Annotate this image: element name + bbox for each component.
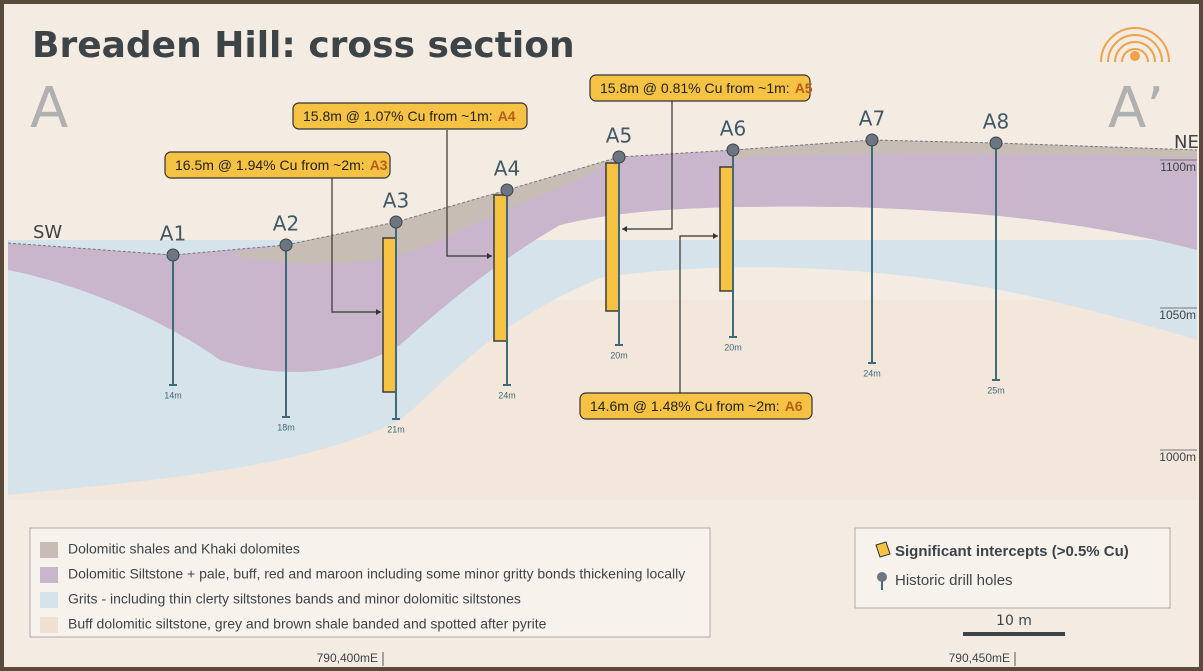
- callout-hole: A6: [785, 398, 803, 414]
- callout-value: 14.6m @ 1.48% Cu from ~2m:: [590, 398, 780, 414]
- hole-collar: [280, 239, 292, 251]
- callout-text: 15.8m @ 0.81% Cu from ~1m: A5: [600, 80, 813, 96]
- intercept: [383, 238, 396, 392]
- title: Breaden Hill: cross section: [32, 25, 575, 66]
- elevation-label: 1100m: [1160, 160, 1196, 174]
- hole-collar: [866, 134, 878, 146]
- callout-hole: A5: [795, 80, 813, 96]
- easting-label: 790,450mE: [949, 651, 1010, 665]
- legend-label: Dolomitic shales and Khaki dolomites: [68, 541, 300, 557]
- pin-icon: [877, 572, 887, 582]
- callout-value: 16.5m @ 1.94% Cu from ~2m:: [175, 157, 365, 173]
- cross-section: Breaden Hill: cross section A A’ SW NE 1…: [0, 0, 1203, 671]
- hole-label: A1: [160, 222, 186, 246]
- hole-label: A5: [606, 124, 632, 148]
- legend-swatch: [40, 542, 58, 558]
- legend-swatch: [40, 567, 58, 583]
- section-start: A: [30, 76, 68, 141]
- symbol-label: Historic drill holes: [895, 572, 1013, 589]
- hole-depth: 20m: [610, 350, 628, 360]
- hole-label: A8: [983, 110, 1009, 134]
- hole-collar: [990, 137, 1002, 149]
- intercept: [494, 195, 507, 341]
- intercept: [606, 163, 619, 311]
- hole-label: A4: [494, 157, 520, 181]
- hole-label: A7: [859, 107, 885, 131]
- legend-swatch: [40, 617, 58, 633]
- hole-label: A6: [720, 117, 746, 141]
- symbol-label: Significant intercepts (>0.5% Cu): [895, 543, 1129, 560]
- symbol-legend-box: [855, 528, 1170, 608]
- elevation-label: 1050m: [1159, 308, 1196, 322]
- hole-collar: [501, 184, 513, 196]
- callout-value: 15.8m @ 0.81% Cu from ~1m:: [600, 80, 790, 96]
- callout-text: 14.6m @ 1.48% Cu from ~2m: A6: [590, 398, 803, 414]
- callout-text: 15.8m @ 1.07% Cu from ~1m: A4: [303, 108, 516, 124]
- hole-depth: 18m: [277, 422, 295, 432]
- hole-collar: [167, 249, 179, 261]
- elevation-label: 1000m: [1159, 450, 1196, 464]
- direction-left: SW: [33, 222, 62, 243]
- hole-depth: 21m: [387, 424, 405, 434]
- hole-label: A3: [383, 189, 409, 213]
- legend-label: Dolomitic Siltstone + pale, buff, red an…: [68, 566, 685, 582]
- hole-depth: 24m: [863, 368, 881, 378]
- hole-depth: 14m: [164, 390, 182, 400]
- hole-depth: 24m: [498, 390, 516, 400]
- callout-hole: A3: [370, 157, 388, 173]
- hole-collar: [390, 216, 402, 228]
- section-end: A’: [1108, 76, 1164, 141]
- hole-label: A2: [273, 212, 299, 236]
- legend-label: Buff dolomitic siltstone, grey and brown…: [68, 616, 547, 632]
- direction-right: NE: [1174, 132, 1199, 153]
- legend-swatch: [40, 592, 58, 608]
- legend-label: Grits - including thin clerty siltstones…: [68, 591, 521, 607]
- easting-label: 790,400mE: [317, 651, 378, 665]
- callout-hole: A4: [498, 108, 516, 124]
- hole-depth: 25m: [987, 385, 1005, 395]
- hole-collar: [727, 144, 739, 156]
- hole-depth: 20m: [724, 342, 742, 352]
- callout-value: 15.8m @ 1.07% Cu from ~1m:: [303, 108, 493, 124]
- intercept: [720, 167, 733, 291]
- hole-collar: [613, 151, 625, 163]
- scale-label: 10 m: [996, 613, 1032, 629]
- callout-text: 16.5m @ 1.94% Cu from ~2m: A3: [175, 157, 388, 173]
